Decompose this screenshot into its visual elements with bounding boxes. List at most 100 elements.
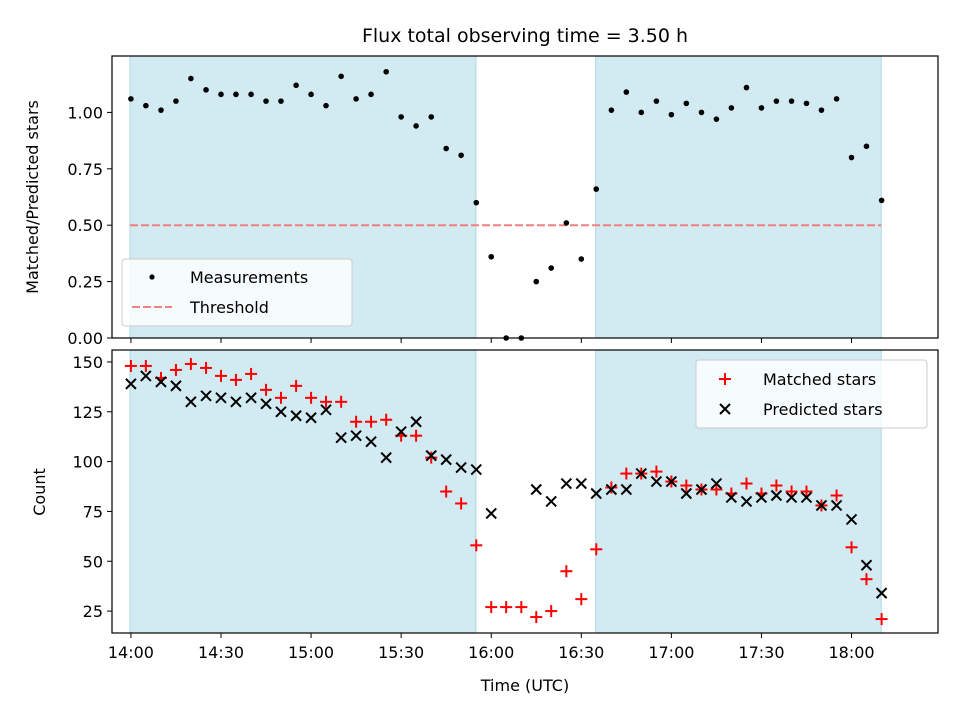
measurement-point — [743, 84, 750, 91]
measurement-point — [218, 91, 224, 98]
measurement-point — [863, 143, 870, 150]
measurement-point — [593, 186, 600, 192]
predicted-star-point-b — [320, 404, 332, 416]
matched-star-point — [260, 383, 273, 396]
matched-star-point — [274, 391, 287, 404]
measurement-point — [308, 91, 314, 98]
matched-star-points — [124, 357, 888, 626]
predicted-star-points — [125, 370, 888, 599]
measurement-point — [428, 114, 435, 120]
legend-measurement-marker — [149, 274, 155, 280]
x-tick-label: 18:00 — [828, 643, 874, 662]
measurement-point — [368, 91, 374, 98]
measurement-point — [143, 102, 149, 109]
measurement-point — [833, 96, 840, 102]
predicted-star-point-b — [260, 398, 272, 410]
measurement-point — [278, 98, 284, 104]
top-legend: Measurements Threshold — [121, 258, 353, 327]
measurement-point — [608, 107, 615, 113]
predicted-star-point — [545, 495, 557, 508]
predicted-star-point-b — [665, 475, 678, 488]
matched-star-point — [830, 489, 843, 502]
measurement-point — [578, 256, 585, 262]
matched-star-point — [785, 485, 798, 498]
measurement-point — [683, 100, 690, 107]
matched-star-point — [305, 391, 318, 404]
measurement-point — [158, 107, 164, 113]
predicted-star-point — [350, 429, 362, 442]
matched-star-point — [470, 539, 483, 552]
matched-star-point — [410, 429, 423, 442]
predicted-star-point — [470, 463, 482, 476]
chart-title: Flux total observing time = 3.50 h — [362, 25, 688, 47]
matched-star-point — [680, 479, 693, 492]
predicted-star-point-b — [815, 499, 828, 512]
shaded-interval-1 — [595, 55, 882, 339]
bottom-y-tick-label: 100 — [72, 453, 103, 472]
predicted-star-point-b — [140, 370, 152, 382]
predicted-star-point — [755, 491, 768, 504]
predicted-star-point — [230, 396, 242, 408]
x-tick-label: 14:30 — [198, 643, 244, 662]
measurement-point — [473, 199, 480, 206]
bottom-panel: 25 50 75 100 125 150 14:00 14:30 15:00 15:30 16:0… — [30, 349, 939, 695]
predicted-star-point — [335, 431, 347, 444]
measurement-point — [488, 253, 495, 260]
predicted-star-point-b — [305, 412, 317, 424]
predicted-star-point — [275, 406, 287, 418]
matched-star-point — [710, 483, 723, 496]
x-tick-label: 16:30 — [558, 643, 604, 662]
predicted-star-point — [620, 483, 633, 496]
predicted-star-point — [695, 483, 708, 496]
matched-star-point — [440, 485, 453, 498]
matched-star-point — [320, 395, 333, 408]
predicted-star-point — [575, 477, 588, 490]
measurement-point — [698, 109, 705, 116]
measurement-point — [668, 111, 675, 118]
measurement-point — [728, 105, 735, 111]
x-tick-label: 15:30 — [378, 643, 424, 662]
bottom-y-tick-label: 75 — [83, 502, 103, 521]
legend-matched-marker — [719, 373, 731, 385]
predicted-star-point — [815, 499, 828, 512]
predicted-star-point — [560, 477, 573, 490]
measurement-point — [293, 82, 299, 89]
predicted-star-point-b — [680, 487, 693, 500]
bottom-y-tick-label: 25 — [83, 602, 103, 621]
predicted-star-point-b — [620, 483, 633, 496]
top-y-tick-label: 0.00 — [67, 329, 103, 348]
matched-star-point — [290, 379, 303, 392]
predicted-star-point-b — [215, 392, 227, 404]
matched-star-point — [530, 611, 543, 624]
predicted-star-point — [800, 491, 813, 504]
predicted-star-point-b — [290, 410, 302, 422]
predicted-star-point — [440, 453, 452, 466]
predicted-star-point — [245, 392, 257, 404]
top-x-ticks — [130, 338, 853, 343]
measurement-point — [383, 68, 389, 75]
measurement-point — [173, 98, 179, 104]
measurement-point — [533, 278, 540, 285]
predicted-star-point — [410, 416, 422, 428]
predicted-star-point — [380, 451, 392, 464]
matched-star-point — [335, 395, 348, 408]
predicted-star-point-b — [470, 463, 482, 476]
predicted-star-point — [185, 396, 197, 408]
matched-star-point — [575, 593, 588, 606]
predicted-star-point — [605, 483, 618, 496]
matched-star-point — [350, 415, 363, 428]
matched-star-point — [560, 565, 573, 578]
predicted-star-point — [725, 491, 738, 504]
predicted-star-point-b — [800, 491, 813, 504]
matched-star-point — [365, 415, 378, 428]
predicted-star-point — [770, 489, 783, 502]
x-tick-label: 17:30 — [738, 643, 784, 662]
matched-star-point — [485, 601, 498, 614]
bottom-y-ticks: 25 50 75 100 125 150 — [72, 353, 112, 621]
bottom-y-tick-label: 150 — [72, 353, 103, 372]
x-tick-label: 15:00 — [288, 643, 334, 662]
shaded-interval-0 — [129, 349, 477, 634]
matched-star-point — [515, 601, 528, 614]
measurement-point — [548, 265, 555, 271]
matched-star-point — [214, 369, 227, 382]
